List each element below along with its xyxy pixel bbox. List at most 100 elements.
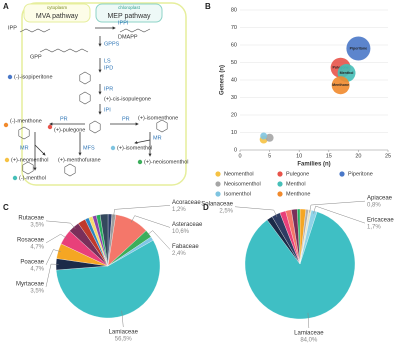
panel-label: D bbox=[203, 203, 209, 212]
leader-line bbox=[113, 205, 171, 217]
slice-label: Rosaceae bbox=[17, 237, 45, 243]
slice-value: 3,5% bbox=[30, 288, 44, 294]
enzyme: MR bbox=[20, 145, 29, 151]
slice-label: Apiaceae bbox=[367, 196, 393, 202]
compound: (+)-isomenthol bbox=[117, 145, 152, 151]
legend-label: Isomenthol bbox=[224, 191, 251, 197]
bubble-label: Menthol bbox=[340, 71, 354, 75]
legend-dot bbox=[12, 175, 18, 181]
bubble bbox=[260, 132, 268, 140]
leader-line bbox=[146, 230, 171, 250]
y-axis-title: Genera (n) bbox=[220, 65, 226, 95]
slice-value: 3,5% bbox=[30, 222, 44, 228]
leader-line bbox=[121, 310, 124, 328]
slice-value: 1,7% bbox=[367, 225, 381, 231]
enzyme: GPPS bbox=[104, 41, 120, 47]
x-tick-label: 20 bbox=[355, 153, 361, 159]
leader-line bbox=[130, 215, 171, 228]
slice-label: Ericaceae bbox=[367, 218, 394, 224]
y-tick-label: 70 bbox=[231, 25, 237, 31]
slice-value: 4,7% bbox=[30, 244, 44, 250]
bubble-label: Menthone bbox=[332, 83, 349, 87]
molecule bbox=[156, 119, 168, 133]
legend-swatch bbox=[277, 171, 283, 177]
x-tick-label: 5 bbox=[268, 153, 271, 159]
slice-label: Lamiaceae bbox=[294, 331, 324, 337]
slice-value: 56,5% bbox=[115, 337, 133, 343]
leader-line bbox=[313, 205, 366, 224]
enzyme: PR bbox=[122, 116, 130, 122]
enzyme: IPD bbox=[104, 65, 113, 71]
legend-swatch bbox=[277, 181, 283, 187]
enzyme: IPI bbox=[104, 107, 111, 113]
y-tick-label: 0 bbox=[234, 147, 237, 153]
molecule bbox=[89, 120, 101, 134]
legend-label: Piperitone bbox=[348, 171, 373, 177]
leader-line bbox=[307, 312, 310, 329]
compound: (+)-pulegone bbox=[54, 127, 85, 133]
leader-line bbox=[45, 249, 61, 265]
compound: GPP bbox=[30, 54, 42, 60]
slice-label: Solanaceae bbox=[201, 201, 233, 207]
chloroplast-box bbox=[95, 3, 163, 23]
compound: IPP bbox=[8, 25, 17, 31]
y-tick-label: 30 bbox=[231, 95, 237, 101]
compound: (+)-cis-isopulegone bbox=[104, 96, 151, 102]
slice-value: 4,7% bbox=[30, 266, 44, 272]
x-tick-label: 10 bbox=[296, 153, 302, 159]
molecule bbox=[22, 161, 34, 175]
bubble bbox=[265, 133, 274, 142]
x-tick-label: 25 bbox=[385, 153, 391, 159]
pie-slice bbox=[297, 208, 301, 265]
leader-line bbox=[234, 206, 278, 218]
x-tick-label: 0 bbox=[238, 153, 241, 159]
compound: (-)-isopiperitone bbox=[14, 74, 53, 80]
molecule bbox=[64, 163, 76, 177]
molecule bbox=[18, 126, 30, 140]
legend-dot bbox=[137, 159, 143, 165]
enzyme: IPPI bbox=[118, 20, 129, 26]
legend-label: Menthol bbox=[286, 181, 306, 187]
enzyme: PR bbox=[60, 116, 68, 122]
leader-line bbox=[45, 220, 76, 230]
pathway-name: MVA pathway bbox=[36, 13, 79, 20]
x-axis-title: Families (n) bbox=[297, 162, 330, 168]
leader-line bbox=[309, 200, 366, 213]
slice-value: 2,4% bbox=[172, 251, 186, 257]
bubble bbox=[331, 76, 350, 95]
compound: DMAPP bbox=[118, 34, 138, 40]
legend-swatch bbox=[215, 171, 221, 177]
compartment-name: chloroplast bbox=[118, 5, 141, 10]
enzyme: MR bbox=[153, 135, 162, 141]
molecule bbox=[79, 91, 91, 105]
compound: (+)-menthofurane bbox=[58, 157, 101, 163]
legend-label: Neomenthol bbox=[224, 171, 254, 177]
legend-dot bbox=[3, 122, 9, 128]
enzyme: IPR bbox=[104, 86, 113, 92]
arrow bbox=[34, 144, 46, 156]
compound: (-)-menthol bbox=[19, 175, 46, 181]
compartment-outline bbox=[21, 2, 187, 186]
legend-swatch bbox=[215, 181, 221, 187]
y-tick-label: 20 bbox=[231, 112, 237, 118]
legend-dot bbox=[47, 124, 53, 130]
legend-dot bbox=[4, 157, 10, 163]
pie-slice bbox=[99, 213, 109, 267]
panel-label: C bbox=[3, 203, 9, 212]
legend-label: Neoisomenthol bbox=[224, 181, 261, 187]
enzyme: LS bbox=[104, 58, 111, 64]
legend-dot bbox=[7, 74, 13, 80]
molecule bbox=[79, 71, 91, 85]
compound: (+)-isomenthone bbox=[138, 115, 178, 121]
slice-label: Poaceae bbox=[20, 259, 44, 265]
legend-swatch bbox=[277, 191, 283, 197]
slice-label: Rutaceae bbox=[18, 215, 44, 221]
legend-swatch bbox=[339, 171, 345, 177]
x-tick-label: 15 bbox=[326, 153, 332, 159]
enzyme: MFS bbox=[83, 145, 95, 151]
bubble-label: Piperitone bbox=[350, 46, 368, 50]
leader-line bbox=[45, 263, 59, 287]
legend-label: Pulegone bbox=[286, 171, 309, 177]
slice-value: 84,0% bbox=[300, 338, 318, 344]
